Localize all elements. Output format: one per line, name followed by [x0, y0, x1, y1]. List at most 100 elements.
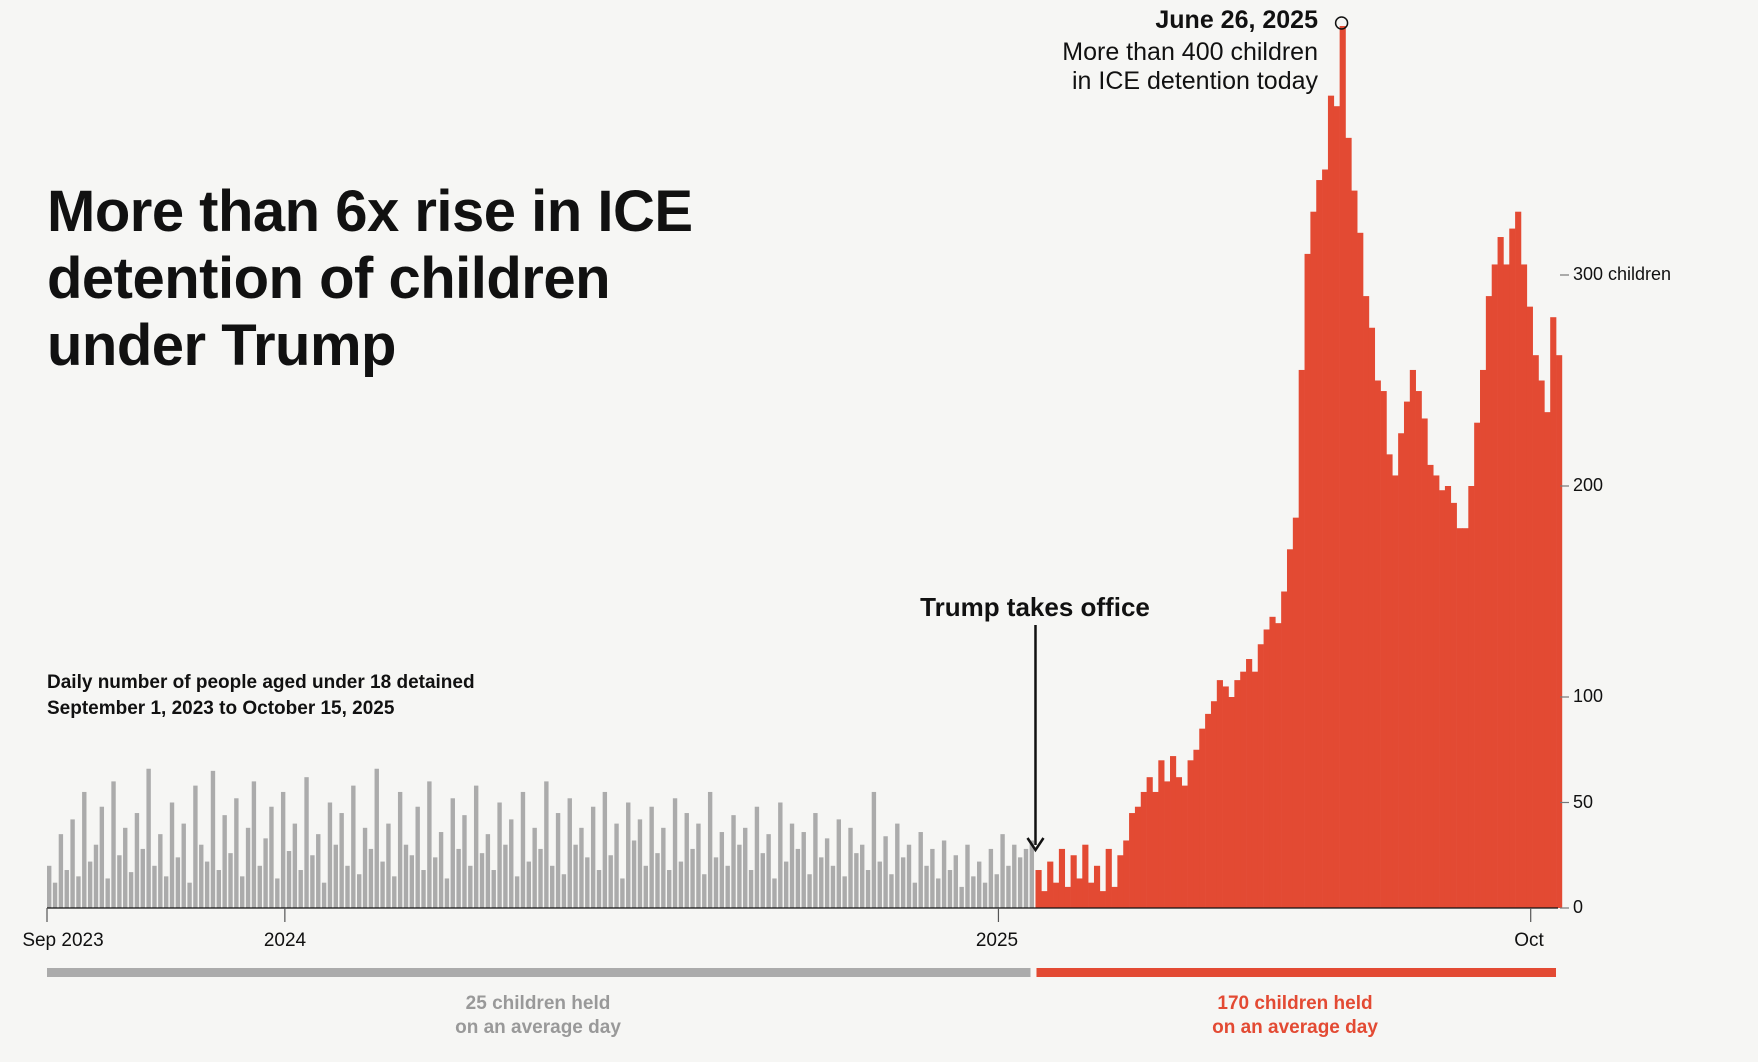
bar-before	[310, 855, 315, 908]
bar-before	[87, 861, 93, 908]
bar-before	[374, 768, 379, 908]
bar-before	[1012, 844, 1017, 908]
y-tick-label-0: 0	[1573, 897, 1584, 917]
bar-before	[70, 819, 75, 908]
bar-after	[1304, 253, 1311, 908]
bar-before	[555, 813, 561, 908]
bar-before	[397, 791, 403, 908]
bar-before	[520, 791, 526, 908]
bar-before	[889, 874, 894, 908]
bar-before	[918, 832, 923, 908]
bar-before	[497, 802, 502, 908]
bar-before	[163, 876, 169, 908]
peak-note: More than 400 children in ICE detention …	[918, 38, 1318, 96]
bar-before	[719, 832, 725, 908]
bar-before	[994, 874, 999, 908]
bar-after	[1047, 861, 1054, 908]
bar-before	[128, 872, 134, 908]
bar-before	[228, 853, 233, 908]
bar-after	[1175, 777, 1183, 908]
bar-after	[1503, 264, 1510, 908]
bar-before	[637, 819, 643, 908]
bar-after	[1275, 623, 1282, 908]
bar-before	[567, 798, 572, 908]
average-before-bar	[47, 968, 1031, 977]
bar-after	[1398, 433, 1405, 908]
bar-after	[1082, 844, 1089, 908]
bar-before	[298, 870, 303, 908]
bar-before	[158, 834, 163, 908]
bar-before	[222, 815, 227, 908]
bar-before	[550, 865, 555, 908]
bar-after	[1386, 454, 1393, 908]
bar-before	[544, 781, 549, 908]
x-tick-label-oct: Oct	[1514, 930, 1544, 951]
bar-after	[1134, 806, 1142, 908]
bar-after	[1480, 369, 1487, 908]
bar-before	[731, 815, 736, 908]
bar-before	[789, 823, 795, 908]
bar-before	[620, 878, 625, 908]
bar-after	[1357, 232, 1364, 909]
bar-after	[1164, 781, 1171, 908]
bar-before	[503, 844, 508, 908]
bar-before	[643, 865, 648, 908]
bar-before	[351, 785, 356, 908]
bar-after	[1450, 502, 1457, 908]
bar-before	[204, 861, 210, 908]
bar-before	[626, 802, 631, 908]
average-before-line-1: 25 children held	[465, 993, 611, 1014]
bar-after	[1053, 882, 1060, 908]
peak-marker-circle	[1334, 16, 1349, 30]
bar-after	[1351, 190, 1358, 909]
average-after-label: 170 children held on an average day	[1145, 992, 1445, 1040]
y-tick-label-200: 200	[1573, 475, 1604, 495]
bar-before	[152, 865, 157, 908]
bar-before	[865, 870, 871, 908]
bar-after	[1041, 891, 1048, 908]
bar-after	[1544, 412, 1551, 908]
bar-after	[1076, 878, 1083, 908]
bar-before	[854, 853, 859, 908]
bar-before	[175, 857, 181, 908]
bar-after	[1093, 865, 1101, 908]
bar-after	[1339, 26, 1346, 908]
bar-before	[105, 878, 110, 908]
bar-after	[1333, 106, 1340, 908]
bar-after	[1497, 237, 1504, 908]
average-before-label: 25 children held on an average day	[388, 992, 688, 1040]
bar-before	[807, 874, 812, 908]
bar-after	[1462, 528, 1469, 908]
bar-before	[590, 806, 596, 908]
bar-before	[263, 838, 268, 908]
bar-before	[801, 832, 806, 908]
bar-after	[1181, 785, 1188, 908]
bar-before	[99, 806, 105, 908]
bar-before	[257, 865, 262, 908]
bar-before	[485, 834, 491, 908]
bar-before	[877, 861, 882, 908]
bar-before	[438, 832, 444, 908]
bar-before	[473, 785, 479, 908]
bar-after	[1199, 728, 1206, 908]
bar-before	[795, 848, 801, 908]
bar-before	[848, 827, 853, 908]
y-tick-label-100: 100	[1573, 686, 1604, 706]
bar-after	[1210, 701, 1218, 908]
bar-after	[1193, 749, 1200, 908]
bar-after	[1205, 713, 1212, 908]
bar-after	[1146, 777, 1153, 908]
bar-before	[608, 855, 613, 908]
bar-before	[631, 840, 637, 908]
bar-before	[362, 827, 368, 908]
bar-before	[316, 834, 321, 908]
chart-title: More than 6x rise in ICE detention of ch…	[47, 179, 693, 378]
bar-before	[672, 798, 678, 908]
bar-before	[707, 791, 713, 908]
y-tick-label-50: 50	[1573, 792, 1594, 812]
bar-before	[199, 844, 204, 908]
bar-before	[468, 865, 473, 908]
bar-before	[860, 844, 865, 908]
bar-after	[1129, 813, 1136, 908]
